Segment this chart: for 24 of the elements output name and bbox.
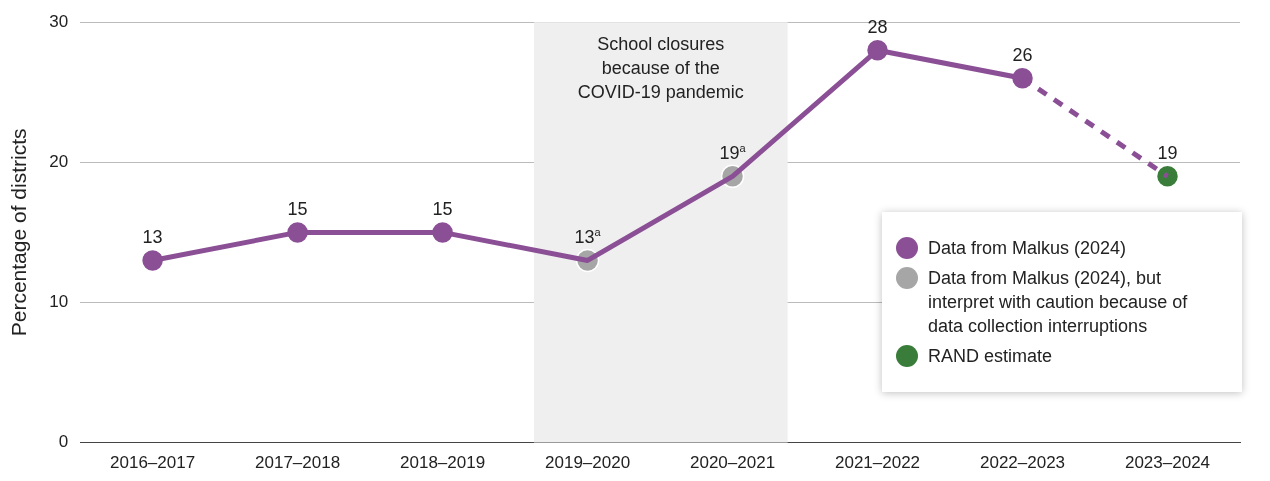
y-tick-label: 20 xyxy=(49,152,69,172)
y-tick-label: 0 xyxy=(58,432,69,452)
x-tick-label: 2022–2023 xyxy=(979,453,1066,473)
y-tick-label: 30 xyxy=(49,11,69,31)
legend-label: Data from Malkus (2024), but interpret with caution because of data collection interruptions xyxy=(928,267,1189,338)
data-label: 15 xyxy=(287,199,308,220)
x-tick-label: 2017–2018 xyxy=(255,453,341,473)
data-label: 28 xyxy=(867,17,888,38)
x-tick-label: 2018–2019 xyxy=(400,453,486,473)
data-label: 15 xyxy=(432,199,453,220)
x-tick-label: 2021–2022 xyxy=(834,453,921,473)
legend-label: Data from Malkus (2024) xyxy=(928,237,1127,260)
data-label: 26 xyxy=(1012,45,1033,66)
legend-label: RAND estimate xyxy=(928,345,1053,368)
x-tick-label: 2020–2021 xyxy=(690,453,776,473)
data-label: 13 xyxy=(142,227,163,248)
point xyxy=(1155,164,1180,189)
data-label: 19 xyxy=(1157,143,1178,164)
y-axis-title: Percentage of districts xyxy=(7,128,31,337)
y-tick-label: 10 xyxy=(49,292,69,312)
x-tick-label: 2019–2020 xyxy=(545,453,631,473)
x-tick-label: 2023–2024 xyxy=(1124,453,1211,473)
band-label: School closures because of the COVID-19 pandemic xyxy=(577,34,744,103)
x-tick-label: 2016–2017 xyxy=(110,453,196,473)
